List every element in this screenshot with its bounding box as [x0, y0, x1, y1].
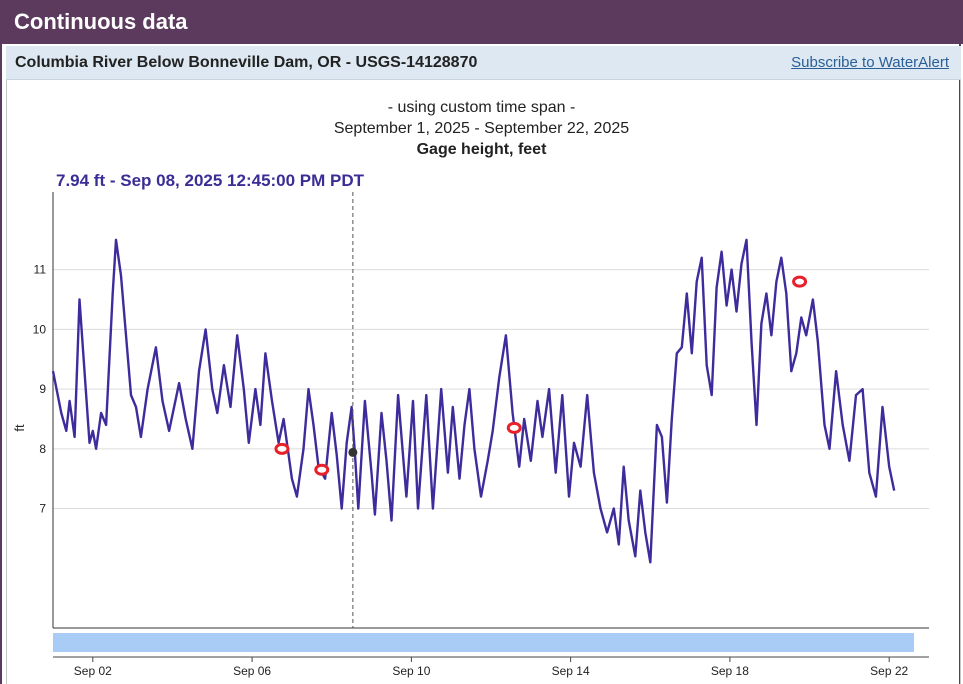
y-tick-label: 11 [34, 263, 47, 277]
x-tick-label: Sep 22 [870, 664, 908, 678]
x-tick-label: Sep 18 [711, 664, 749, 678]
chart-panel [6, 80, 961, 684]
data-marker[interactable] [314, 463, 330, 476]
subscribe-wateralert-link[interactable]: Subscribe to WaterAlert [791, 54, 949, 71]
site-name: Columbia River Below Bonneville Dam, OR … [15, 54, 478, 71]
y-tick-label: 7 [39, 502, 46, 516]
x-tick-label: Sep 10 [392, 664, 430, 678]
site-bar: Columbia River Below Bonneville Dam, OR … [6, 46, 961, 80]
time-span-note: - using custom time span - [387, 99, 576, 116]
section-header: Continuous data [0, 0, 963, 44]
date-range: September 1, 2025 - September 22, 2025 [333, 120, 630, 137]
time-brush[interactable] [53, 633, 914, 652]
y-axis-label: ft [12, 424, 27, 432]
x-tick-label: Sep 14 [552, 664, 590, 678]
x-tick-label: Sep 02 [74, 664, 112, 678]
data-marker[interactable] [792, 275, 808, 288]
data-marker[interactable] [274, 442, 290, 455]
data-marker[interactable] [506, 421, 522, 434]
y-tick-label: 8 [39, 442, 46, 456]
cursor-point [348, 447, 358, 457]
x-tick-label: Sep 06 [233, 664, 271, 678]
parameter-title: Gage height, feet [416, 141, 547, 158]
y-tick-label: 9 [39, 382, 46, 396]
cursor-readout: 7.94 ft - Sep 08, 2025 12:45:00 PM PDT [56, 171, 365, 190]
y-tick-label: 10 [33, 322, 47, 336]
gage-height-series-line [51, 238, 896, 564]
